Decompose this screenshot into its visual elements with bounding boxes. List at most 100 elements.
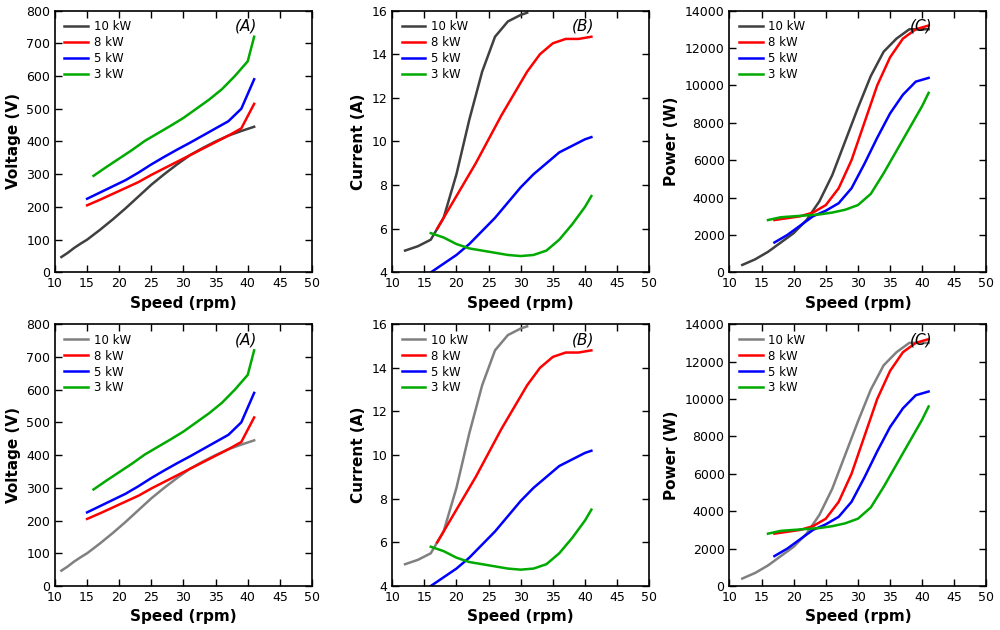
3 kW: [801, 525, 813, 533]
5 kW: [566, 142, 578, 150]
3 kW: [553, 236, 565, 243]
8 kW: [897, 35, 909, 42]
Line: 8 kW: 8 kW: [774, 26, 929, 220]
Line: 3 kW: 3 kW: [94, 37, 254, 176]
5 kW: [81, 508, 93, 516]
10 kW: [120, 518, 132, 525]
10 kW: [450, 484, 462, 491]
10 kW: [210, 451, 222, 459]
3 kW: [813, 210, 825, 218]
Y-axis label: Current (A): Current (A): [351, 93, 366, 190]
10 kW: [75, 553, 87, 561]
8 kW: [444, 203, 456, 210]
5 kW: [81, 195, 93, 203]
3 kW: [923, 89, 935, 96]
10 kW: [235, 127, 247, 135]
5 kW: [94, 502, 106, 510]
10 kW: [145, 495, 157, 502]
10 kW: [399, 247, 411, 255]
8 kW: [483, 449, 495, 457]
Y-axis label: Voltage (V): Voltage (V): [6, 93, 21, 190]
10 kW: [923, 25, 935, 33]
Line: 3 kW: 3 kW: [431, 196, 591, 256]
5 kW: [171, 459, 183, 467]
10 kW: [184, 465, 196, 472]
8 kW: [145, 171, 157, 179]
3 kW: [788, 526, 800, 534]
8 kW: [858, 433, 870, 440]
5 kW: [132, 169, 144, 176]
Y-axis label: Current (A): Current (A): [351, 407, 366, 503]
5 kW: [107, 183, 119, 190]
8 kW: [547, 40, 559, 47]
10 kW: [736, 261, 748, 269]
10 kW: [813, 198, 825, 205]
Legend: 10 kW, 8 kW, 5 kW, 3 kW: 10 kW, 8 kW, 5 kW, 3 kW: [61, 330, 135, 398]
3 kW: [762, 216, 774, 224]
5 kW: [450, 564, 462, 572]
10 kW: [923, 339, 935, 346]
8 kW: [184, 151, 196, 159]
8 kW: [235, 438, 247, 446]
Line: 8 kW: 8 kW: [774, 339, 929, 534]
8 kW: [923, 335, 935, 343]
5 kW: [145, 161, 157, 168]
8 kW: [197, 459, 209, 466]
8 kW: [184, 465, 196, 472]
Line: 8 kW: 8 kW: [437, 350, 591, 542]
Line: 8 kW: 8 kW: [87, 418, 254, 519]
10 kW: [158, 171, 170, 178]
5 kW: [502, 199, 514, 207]
10 kW: [94, 540, 106, 547]
10 kW: [55, 253, 67, 261]
8 kW: [923, 22, 935, 30]
3 kW: [579, 203, 591, 210]
Legend: 10 kW, 8 kW, 5 kW, 3 kW: 10 kW, 8 kW, 5 kW, 3 kW: [398, 16, 472, 84]
5 kW: [781, 545, 793, 553]
3 kW: [216, 399, 228, 406]
3 kW: [890, 461, 902, 468]
3 kW: [242, 371, 254, 379]
5 kW: [489, 214, 501, 222]
5 kW: [476, 541, 488, 548]
3 kW: [489, 563, 501, 570]
8 kW: [120, 498, 132, 505]
3 kW: [126, 460, 138, 467]
Y-axis label: Voltage (V): Voltage (V): [6, 407, 21, 503]
3 kW: [852, 515, 864, 522]
3 kW: [139, 137, 151, 145]
5 kW: [910, 78, 922, 86]
3 kW: [916, 416, 928, 423]
10 kW: [903, 339, 915, 346]
3 kW: [878, 483, 890, 491]
3 kW: [916, 102, 928, 110]
5 kW: [871, 134, 883, 142]
10 kW: [515, 324, 527, 332]
10 kW: [839, 451, 851, 459]
Line: 10 kW: 10 kW: [742, 29, 929, 265]
8 kW: [457, 181, 469, 189]
5 kW: [781, 231, 793, 239]
8 kW: [846, 156, 858, 164]
3 kW: [515, 252, 527, 260]
10 kW: [749, 569, 761, 576]
5 kW: [184, 452, 196, 460]
5 kW: [438, 573, 450, 581]
3 kW: [152, 443, 164, 450]
10 kW: [55, 567, 67, 575]
8 kW: [897, 348, 909, 356]
8 kW: [820, 202, 832, 209]
10 kW: [222, 132, 234, 139]
5 kW: [858, 160, 870, 168]
3 kW: [177, 428, 189, 435]
3 kW: [476, 247, 488, 255]
X-axis label: Speed (rpm): Speed (rpm): [805, 296, 911, 311]
5 kW: [184, 139, 196, 147]
5 kW: [807, 526, 819, 534]
10 kW: [81, 549, 93, 557]
8 kW: [81, 202, 93, 209]
Line: 10 kW: 10 kW: [61, 440, 254, 571]
8 kW: [820, 515, 832, 522]
8 kW: [171, 472, 183, 479]
10 kW: [826, 171, 838, 179]
